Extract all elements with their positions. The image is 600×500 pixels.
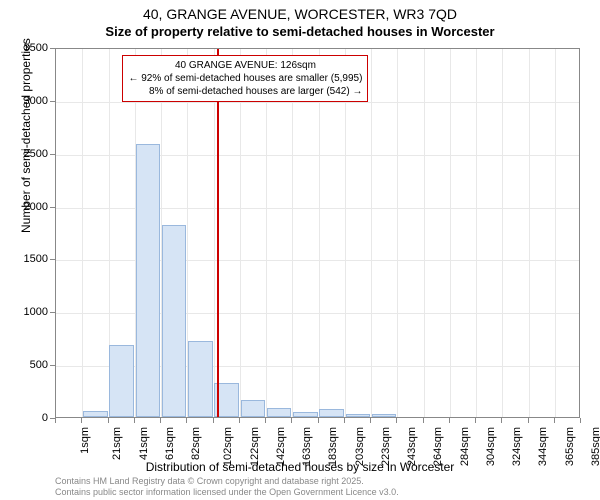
- y-tick: [50, 48, 55, 49]
- x-tick: [396, 418, 397, 423]
- x-tick-label: 385sqm: [590, 427, 600, 466]
- x-tick: [528, 418, 529, 423]
- x-tick-label: 243sqm: [406, 427, 418, 466]
- histogram-bar: [136, 144, 161, 417]
- x-tick-label: 163sqm: [301, 427, 313, 466]
- y-tick: [50, 101, 55, 102]
- x-tick-label: 203sqm: [354, 427, 366, 466]
- x-tick-label: 183sqm: [327, 427, 339, 466]
- y-tick-label: 2000: [24, 201, 48, 213]
- y-tick-label: 3000: [24, 95, 48, 107]
- histogram-bar: [109, 345, 134, 417]
- x-tick-label: 61sqm: [164, 427, 176, 460]
- annotation-line2: ← 92% of semi-detached houses are smalle…: [128, 72, 362, 85]
- chart-container: 40, GRANGE AVENUE, WORCESTER, WR3 7QD Si…: [0, 0, 600, 500]
- x-tick: [160, 418, 161, 423]
- x-gridline: [82, 49, 83, 417]
- attribution: Contains HM Land Registry data © Crown c…: [55, 476, 399, 498]
- x-tick: [370, 418, 371, 423]
- y-tick-label: 3500: [24, 42, 48, 54]
- chart-title-sub: Size of property relative to semi-detach…: [0, 22, 600, 39]
- x-tick-label: 284sqm: [459, 427, 471, 466]
- x-gridline: [319, 49, 320, 417]
- x-gridline: [529, 49, 530, 417]
- x-tick-label: 223sqm: [380, 427, 392, 466]
- annotation-line1: 40 GRANGE AVENUE: 126sqm: [128, 59, 362, 72]
- histogram-bar: [346, 414, 371, 417]
- x-tick-label: 304sqm: [485, 427, 497, 466]
- x-gridline: [502, 49, 503, 417]
- x-gridline: [371, 49, 372, 417]
- histogram-bar: [267, 408, 292, 418]
- x-tick: [475, 418, 476, 423]
- chart-title-main: 40, GRANGE AVENUE, WORCESTER, WR3 7QD: [0, 0, 600, 22]
- x-tick: [81, 418, 82, 423]
- histogram-bar: [319, 409, 344, 417]
- x-gridline: [397, 49, 398, 417]
- y-tick: [50, 365, 55, 366]
- y-tick-label: 0: [42, 412, 48, 424]
- x-gridline: [345, 49, 346, 417]
- y-tick-label: 1000: [24, 306, 48, 318]
- x-axis-label: Distribution of semi-detached houses by …: [0, 460, 600, 474]
- x-tick-label: 41sqm: [138, 427, 150, 460]
- x-tick-label: 21sqm: [111, 427, 123, 460]
- x-tick-label: 102sqm: [222, 427, 234, 466]
- annotation-box: 40 GRANGE AVENUE: 126sqm← 92% of semi-de…: [122, 55, 368, 102]
- x-tick-label: 324sqm: [511, 427, 523, 466]
- y-tick: [50, 312, 55, 313]
- x-tick: [108, 418, 109, 423]
- histogram-bar: [162, 225, 187, 417]
- attribution-line2: Contains public sector information licen…: [55, 487, 399, 498]
- attribution-line1: Contains HM Land Registry data © Crown c…: [55, 476, 399, 487]
- x-tick: [239, 418, 240, 423]
- x-tick: [265, 418, 266, 423]
- x-gridline: [450, 49, 451, 417]
- x-tick: [134, 418, 135, 423]
- y-tick: [50, 259, 55, 260]
- x-gridline: [292, 49, 293, 417]
- x-tick: [423, 418, 424, 423]
- x-tick-label: 264sqm: [432, 427, 444, 466]
- plot-area: 40 GRANGE AVENUE: 126sqm← 92% of semi-de…: [55, 48, 580, 418]
- histogram-bar: [293, 412, 318, 417]
- histogram-bar: [372, 414, 397, 417]
- y-tick-label: 1500: [24, 253, 48, 265]
- marker-line: [217, 49, 219, 417]
- x-tick-label: 1sqm: [79, 427, 91, 454]
- x-gridline: [214, 49, 215, 417]
- x-tick: [186, 418, 187, 423]
- y-tick: [50, 207, 55, 208]
- x-tick: [344, 418, 345, 423]
- x-tick-label: 142sqm: [275, 427, 287, 466]
- x-gridline: [240, 49, 241, 417]
- x-tick-label: 365sqm: [564, 427, 576, 466]
- annotation-line3: 8% of semi-detached houses are larger (5…: [128, 85, 362, 98]
- y-tick: [50, 154, 55, 155]
- x-tick: [55, 418, 56, 423]
- x-tick: [554, 418, 555, 423]
- x-gridline: [555, 49, 556, 417]
- y-tick-label: 500: [30, 359, 48, 371]
- x-tick: [501, 418, 502, 423]
- x-gridline: [424, 49, 425, 417]
- x-tick: [318, 418, 319, 423]
- x-tick: [291, 418, 292, 423]
- x-tick-label: 122sqm: [249, 427, 261, 466]
- x-tick-label: 344sqm: [537, 427, 549, 466]
- x-tick-label: 82sqm: [190, 427, 202, 460]
- histogram-bar: [188, 341, 213, 417]
- x-tick: [449, 418, 450, 423]
- x-gridline: [476, 49, 477, 417]
- histogram-bar: [83, 411, 108, 417]
- x-tick: [213, 418, 214, 423]
- histogram-bar: [241, 400, 266, 417]
- y-tick-label: 2500: [24, 148, 48, 160]
- x-tick: [580, 418, 581, 423]
- x-gridline: [266, 49, 267, 417]
